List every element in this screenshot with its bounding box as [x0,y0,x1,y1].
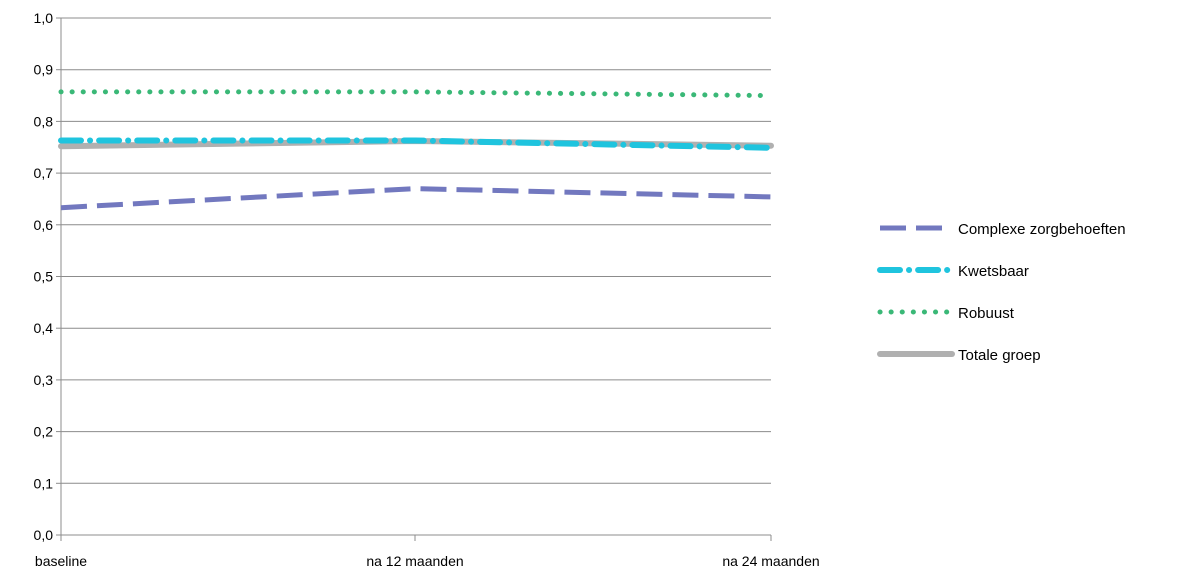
legend-label-kwetsbaar: Kwetsbaar [958,263,1029,280]
legend-label-robuust: Robuust [958,305,1015,322]
y-tick-label: 0,7 [34,165,54,181]
series-line-kwetsbaar [58,137,774,151]
x-axis-ticks: baseline na 12 maanden na 24 maanden [35,535,820,569]
y-tick-label: 0,2 [34,424,54,440]
y-tick-label: 0,1 [34,475,54,491]
legend-label-complexe-zorgbehoeften: Complexe zorgbehoeften [958,221,1126,238]
y-axis-ticks: 0,0 0,1 0,2 0,3 0,4 0,5 0,6 0,7 0,8 0,9 1,0 [34,10,61,543]
x-tick-label: na 12 maanden [366,553,463,569]
series-line-complexe-zorgbehoeften [60,186,772,211]
y-tick-label: 0,5 [34,269,54,285]
x-tick-label: na 24 maanden [722,553,819,569]
series-line-robuust [58,89,774,99]
y-tick-label: 1,0 [34,10,54,26]
series-lines [58,89,774,211]
y-tick-label: 0,6 [34,217,54,233]
gridlines [61,17,771,484]
y-tick-label: 0,8 [34,113,54,129]
y-tick-label: 0,9 [34,62,54,78]
y-tick-label: 0,3 [34,372,54,388]
y-tick-label: 0,4 [34,320,54,336]
legend-label-totale-groep: Totale groep [958,347,1041,364]
legend: Complexe zorgbehoeften Kwetsbaar Robuust To… [877,221,1126,364]
y-tick-label: 0,0 [34,527,54,543]
x-tick-label: baseline [35,553,87,569]
